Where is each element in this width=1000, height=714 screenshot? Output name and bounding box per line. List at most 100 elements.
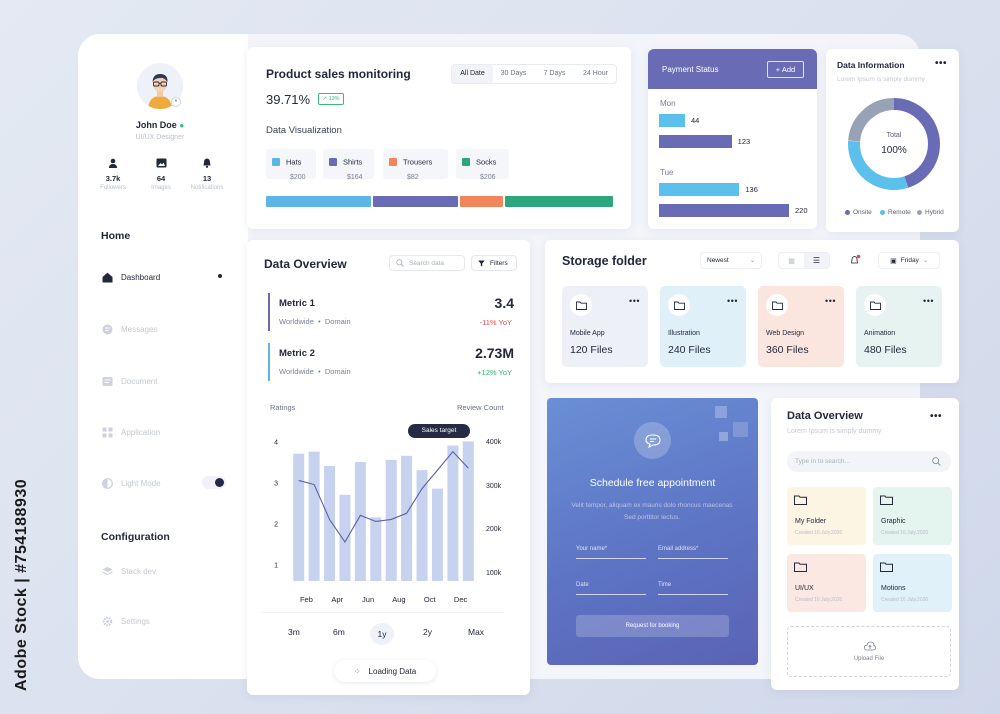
sidebar-item-application[interactable]: Application bbox=[101, 424, 231, 440]
stat-value: 3.7k bbox=[105, 174, 121, 183]
avatar[interactable] bbox=[137, 63, 183, 109]
metric-region: Worldwide bbox=[279, 367, 314, 376]
filters-button[interactable]: Filters bbox=[471, 255, 517, 271]
time-field[interactable] bbox=[658, 594, 728, 595]
folder-name: Illustration bbox=[668, 330, 700, 337]
color-swatch bbox=[329, 157, 337, 166]
growth-badge-text: 13% bbox=[328, 96, 340, 102]
email-field-label: Email address* bbox=[658, 546, 699, 552]
search-icon bbox=[932, 457, 941, 466]
payment-bar-mon-1 bbox=[659, 135, 732, 148]
request-booking-button[interactable]: Request for booking bbox=[576, 615, 729, 637]
more-icon[interactable]: ••• bbox=[629, 296, 640, 306]
sort-value: Newest bbox=[707, 257, 729, 264]
bell-icon bbox=[184, 158, 230, 171]
file-folder-motions[interactable]: Motions Created 16 July,2026 bbox=[873, 554, 952, 612]
nav-heading-home: Home bbox=[101, 230, 131, 242]
metric-value: 2.73M bbox=[475, 345, 514, 361]
legend-price: $200 bbox=[290, 174, 306, 181]
more-icon[interactable]: ••• bbox=[727, 296, 738, 306]
add-payment-button[interactable]: + Add bbox=[767, 61, 804, 78]
file-folder-ui-ux[interactable]: UI/UX Created 16 July,2026 bbox=[787, 554, 866, 612]
folder-icon bbox=[570, 294, 592, 316]
loading-data-button[interactable]: ⁘ Loading Data bbox=[334, 660, 436, 682]
sidebar-item-stack-dev[interactable]: Stack dev bbox=[101, 563, 231, 579]
folder-name: UI/UX bbox=[795, 585, 814, 592]
folder-mobile-app[interactable]: ••• Mobile App 120 Files bbox=[562, 286, 648, 367]
folder-icon bbox=[880, 562, 893, 572]
sort-select[interactable]: Newest ⌄ bbox=[700, 252, 762, 269]
folder-icon bbox=[766, 294, 788, 316]
folder-name: Web Design bbox=[766, 330, 805, 337]
legend-socks: Socks $206 bbox=[456, 149, 509, 181]
folder-count: 480 Files bbox=[864, 344, 907, 356]
left-axis-label: Ratings bbox=[270, 403, 296, 412]
folder-icon bbox=[668, 294, 690, 316]
day-label: Mon bbox=[660, 99, 676, 108]
gear-icon bbox=[101, 615, 113, 627]
sidebar-item-messages[interactable]: Messages bbox=[101, 321, 231, 337]
folder-icon bbox=[864, 294, 886, 316]
range-3m[interactable]: 3m bbox=[288, 627, 300, 637]
more-icon[interactable]: ••• bbox=[930, 411, 943, 422]
payment-title: Payment Status bbox=[662, 65, 719, 74]
overview2-title: Data Overview bbox=[787, 410, 863, 422]
overview2-search-input[interactable]: Type in to search... bbox=[787, 451, 951, 472]
range-6m[interactable]: 6m bbox=[333, 627, 345, 637]
search-input[interactable]: Search data bbox=[389, 255, 465, 271]
more-icon[interactable]: ••• bbox=[935, 58, 948, 69]
search-placeholder: Type in to search... bbox=[795, 458, 850, 465]
name-field[interactable] bbox=[576, 558, 646, 559]
light-mode-toggle[interactable] bbox=[202, 476, 226, 489]
payment-bar-value: 44 bbox=[691, 116, 700, 125]
range-max[interactable]: Max bbox=[468, 627, 485, 637]
folder-animation[interactable]: ••• Animation 480 Files bbox=[856, 286, 942, 367]
tab-30-days[interactable]: 30 Days bbox=[500, 70, 527, 77]
metric-value: 3.4 bbox=[494, 295, 514, 311]
filter-icon bbox=[478, 260, 485, 266]
range-2y[interactable]: 2y bbox=[423, 627, 432, 637]
folder-web-design[interactable]: ••• Web Design 360 Files bbox=[758, 286, 844, 367]
view-toggle: ▦ ☰ bbox=[778, 252, 830, 269]
upload-file-dropzone[interactable]: Upload File bbox=[787, 626, 951, 677]
metric-domain: Domain bbox=[324, 317, 351, 326]
more-icon[interactable]: ••• bbox=[923, 296, 934, 306]
donut-segment-remote bbox=[848, 98, 940, 190]
range-1y[interactable]: 1y bbox=[370, 623, 394, 645]
tab-all-date[interactable]: All Date bbox=[452, 65, 493, 83]
file-folder-my-folder[interactable]: My Folder Created 16 July,2026 bbox=[787, 487, 866, 545]
contrast-icon bbox=[101, 477, 113, 489]
date-field[interactable] bbox=[576, 594, 646, 595]
y-tick-right: 100k bbox=[486, 570, 502, 577]
x-tick-feb: Feb bbox=[300, 595, 313, 604]
message-icon bbox=[101, 323, 113, 335]
sidebar-item-label: Dashboard bbox=[121, 272, 161, 282]
overview2-subtitle: Lorem Ipsum is simply dummy bbox=[787, 428, 882, 435]
filters-label: Filters bbox=[490, 259, 508, 267]
file-folder-graphic[interactable]: Graphic Created 16 July,2026 bbox=[873, 487, 952, 545]
more-icon[interactable]: ••• bbox=[825, 296, 836, 306]
time-field-label: Time bbox=[658, 582, 672, 588]
stat-images: 64 Images bbox=[138, 158, 184, 191]
notification-bell-icon[interactable] bbox=[848, 254, 861, 267]
tab-24-hour[interactable]: 24 Hour bbox=[583, 70, 608, 77]
user-status-icon: • bbox=[171, 97, 181, 107]
legend-name: Remote bbox=[888, 209, 911, 216]
folder-name: Graphic bbox=[881, 518, 906, 525]
email-field[interactable] bbox=[658, 558, 728, 559]
sidebar-item-dashboard[interactable]: Dashboard bbox=[101, 269, 231, 285]
grid-view-icon[interactable]: ▦ bbox=[788, 257, 795, 265]
metric-delta: +12% YoY bbox=[477, 368, 512, 377]
rating-bar-feb bbox=[293, 453, 305, 581]
date-range-tabs: All Date 30 Days 7 Days 24 Hour bbox=[451, 64, 617, 84]
image-icon bbox=[138, 158, 184, 171]
day-select[interactable]: ▣ Friday ⌄ bbox=[878, 252, 940, 269]
search-icon bbox=[396, 259, 404, 267]
day-value: Friday bbox=[900, 257, 919, 264]
rating-bar-nov bbox=[431, 488, 443, 581]
tab-7-days[interactable]: 7 Days bbox=[543, 70, 566, 77]
sidebar-item-settings[interactable]: Settings bbox=[101, 613, 231, 629]
sidebar-item-document[interactable]: Document bbox=[101, 373, 231, 389]
list-view-icon[interactable]: ☰ bbox=[804, 253, 829, 268]
folder-illustration[interactable]: ••• Illustration 240 Files bbox=[660, 286, 746, 367]
